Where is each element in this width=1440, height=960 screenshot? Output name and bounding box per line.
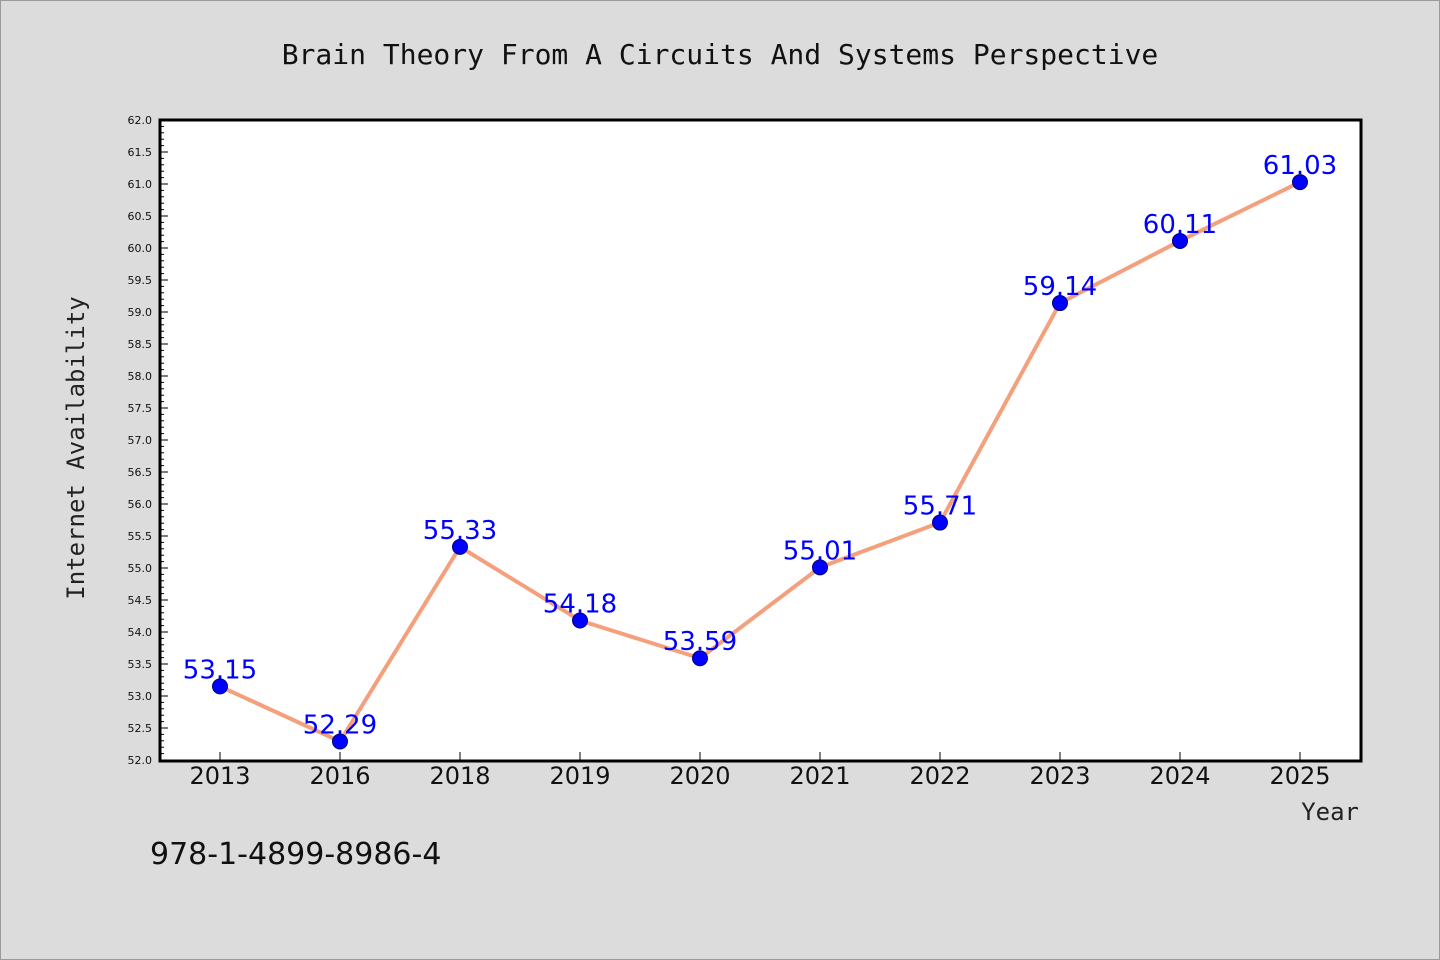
data-label: 53.59: [663, 627, 737, 657]
x-tick-label: 2024: [1149, 762, 1210, 790]
y-tick-label: 61.0: [128, 178, 153, 191]
x-tick-label: 2016: [309, 762, 370, 790]
data-point: [212, 678, 228, 695]
x-axis-ticks: 2013 2016 2018 2019 2020 2021 2022 2023 2024 2025: [189, 752, 1331, 790]
x-tick-label: 2018: [429, 762, 490, 790]
y-tick-label: 56.0: [128, 498, 153, 511]
y-tick-label: 57.5: [128, 402, 153, 415]
data-label: 55.33: [423, 516, 497, 546]
data-label: 55.71: [903, 492, 977, 522]
data-label: 55.01: [783, 536, 857, 566]
y-tick-label: 57.0: [128, 434, 153, 447]
y-tick-label: 62.0: [128, 114, 153, 127]
data-label: 59.14: [1023, 272, 1097, 302]
data-label: 61.03: [1263, 151, 1337, 181]
data-label: 60.11: [1143, 210, 1217, 240]
data-point: [332, 733, 348, 750]
y-tick-label: 58.0: [128, 370, 153, 383]
x-tick-label: 2020: [669, 762, 730, 790]
x-tick-label: 2025: [1269, 762, 1330, 790]
y-tick-label: 58.5: [128, 338, 153, 351]
data-label: 53.15: [183, 655, 257, 685]
y-tick-label: 55.0: [128, 562, 153, 575]
data-point: [692, 650, 708, 667]
x-axis-label: Year: [1301, 798, 1359, 826]
chart-title: Brain Theory From A Circuits And Systems…: [282, 38, 1159, 71]
x-tick-label: 2019: [549, 762, 610, 790]
x-tick-label: 2021: [789, 762, 850, 790]
data-label: 52.29: [303, 710, 377, 740]
data-point: [572, 612, 588, 629]
x-tick-label: 2022: [909, 762, 970, 790]
y-tick-label: 60.0: [128, 242, 153, 255]
x-tick-label: 2023: [1029, 762, 1090, 790]
y-tick-label: 55.5: [128, 530, 153, 543]
y-tick-label: 53.0: [128, 690, 153, 703]
data-label: 54.18: [543, 589, 617, 619]
y-tick-label: 56.5: [128, 466, 153, 479]
data-point: [452, 538, 468, 555]
y-tick-label: 54.0: [128, 626, 153, 639]
data-point: [1292, 174, 1308, 191]
y-tick-label: 61.5: [128, 146, 153, 159]
y-tick-label: 52.5: [128, 722, 153, 735]
y-tick-label: 60.5: [128, 210, 153, 223]
data-point: [1052, 295, 1068, 312]
y-axis-ticks: 52.0 52.5 53.0 53.5 54.0 54.5 55.0 55.5 56.0 56.5…: [128, 114, 168, 767]
y-tick-label: 59.5: [128, 274, 153, 287]
y-tick-label: 53.5: [128, 658, 153, 671]
data-point: [1172, 232, 1188, 249]
plot-area: [158, 118, 1363, 763]
series-line: [219, 180, 1301, 744]
data-labels: 53.15 52.29 55.33 54.18 53.59 55.01 55.71 59.14…: [183, 151, 1337, 740]
y-tick-label: 54.5: [128, 594, 153, 607]
y-axis-label: Internet Availability: [62, 296, 90, 599]
x-tick-label: 2013: [189, 762, 250, 790]
y-tick-label: 52.0: [128, 754, 153, 767]
y-tick-label: 59.0: [128, 306, 153, 319]
isbn-text: 978-1-4899-8986-4: [150, 837, 441, 872]
data-point: [932, 514, 948, 531]
data-points: [212, 174, 1308, 750]
data-point: [812, 559, 828, 576]
